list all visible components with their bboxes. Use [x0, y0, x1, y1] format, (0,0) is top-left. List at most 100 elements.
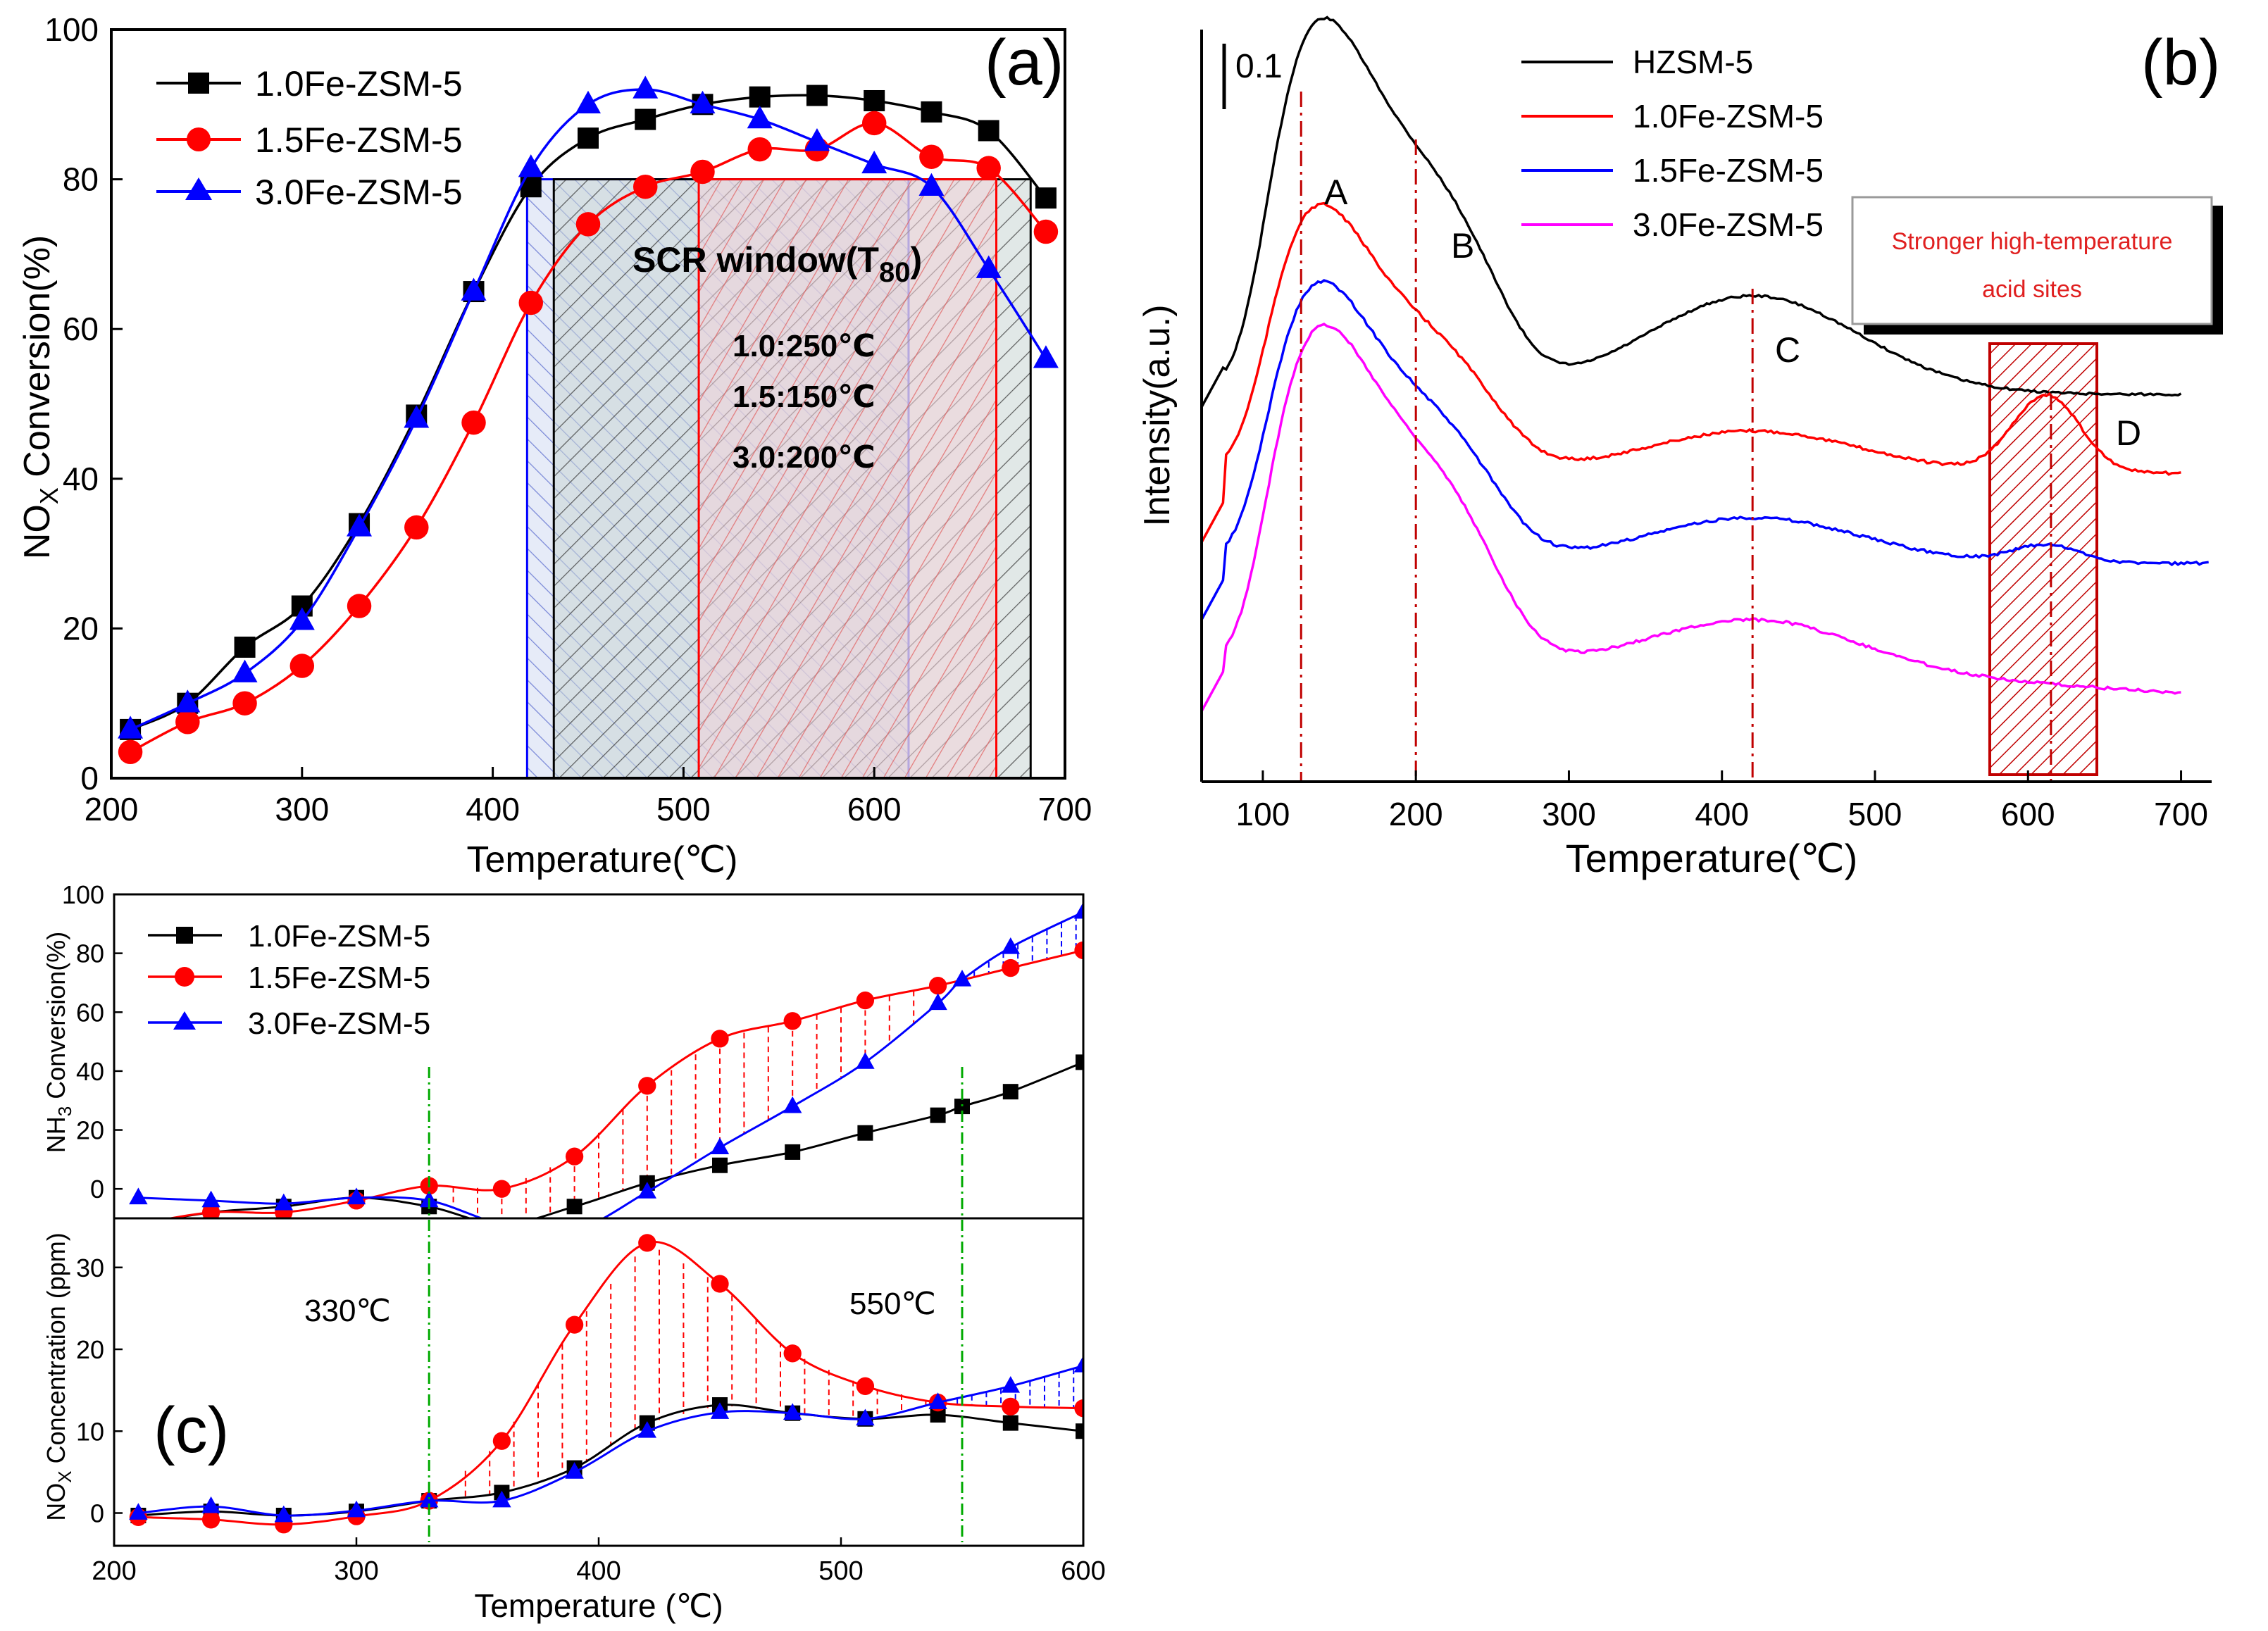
a-point-0-14	[921, 101, 942, 123]
b-xtick-label-4: 500	[1848, 796, 1902, 832]
a-point-0-2	[234, 636, 256, 658]
a-point-1-7	[518, 290, 544, 315]
a-point-0-16	[1035, 187, 1057, 209]
c-top-line-0	[166, 1061, 1083, 1218]
c-bottom-point-2-3	[347, 1500, 366, 1518]
c-bottom-point-2-12	[1001, 1376, 1020, 1393]
b-xtick-label-2: 300	[1542, 796, 1596, 832]
y-label-sub-x: X	[35, 487, 63, 504]
legend-b-label-1: HZSM-5	[1633, 44, 1753, 80]
a-point-0-9	[635, 108, 656, 130]
c-bottom-point-2-2	[274, 1505, 293, 1523]
a-point-1-5	[404, 515, 429, 540]
c-top-point-2-11	[928, 993, 947, 1011]
c-top-point-1-9	[783, 1012, 802, 1030]
a-point-2-7	[518, 154, 544, 177]
c-top-point-1-13	[1074, 941, 1083, 960]
vline-label-550: 550℃	[849, 1287, 936, 1321]
c-top-point-2-12	[952, 969, 972, 987]
legend-marker-circle	[187, 127, 211, 151]
c-top-point-2-13	[1001, 937, 1020, 954]
c-bottom-plot	[129, 1234, 1083, 1534]
acid-region-outline	[1988, 342, 2099, 776]
a-point-2-12	[804, 127, 830, 151]
panel-b-axes: 100 200 300 400 500 600 700	[1200, 30, 2212, 832]
c-bottom-point-0-13	[1076, 1423, 1083, 1439]
c-top-point-0-13	[1002, 1084, 1018, 1100]
panel-b-x-axis-label: Temperature(℃)	[1566, 836, 1858, 880]
c-bottom-point-1-12	[1002, 1397, 1020, 1416]
panel-b-series	[1200, 15, 2209, 712]
c-top-point-2-2	[274, 1193, 293, 1211]
panel-c-series	[129, 901, 1083, 1534]
c-top-point-1-11	[928, 976, 947, 995]
a-point-2-8	[575, 90, 601, 114]
callout-line-2: acid sites	[1982, 276, 2082, 303]
a-point-2-1	[175, 689, 201, 713]
a-point-0-12	[806, 85, 828, 106]
legend-c-label-3: 3.0Fe-ZSM-5	[248, 1006, 430, 1041]
a-point-1-0	[118, 739, 143, 765]
scr-window-hatch-1	[699, 179, 997, 779]
c-bottom-line-2	[138, 1364, 1083, 1517]
legend-label-2: 1.5Fe-ZSM-5	[255, 120, 463, 160]
c-bottom-point-1-8	[711, 1275, 729, 1293]
c-bottom-point-2-10	[856, 1408, 875, 1426]
a-point-1-3	[289, 654, 315, 678]
c-bottom-ytick-label-0: 0	[90, 1499, 104, 1528]
a-point-1-10	[690, 159, 715, 185]
b-xtick-label-3: 400	[1695, 796, 1749, 832]
peak-label-c: C	[1775, 330, 1800, 370]
panel-c-bottom-y-label: NOX Concentration (ppm)	[42, 1232, 75, 1521]
a-point-1-8	[575, 212, 601, 237]
scr-window-line-2: 1.5:150℃	[733, 380, 876, 414]
c-bottom-point-2-13	[1073, 1355, 1083, 1373]
c-top-line-1	[164, 949, 1083, 1218]
c-top-point-0-12	[954, 1099, 970, 1115]
c-top-ytick-label-5: 100	[62, 880, 104, 909]
y-label-no: NO	[17, 504, 58, 559]
c-bottom-point-2-5	[492, 1490, 511, 1508]
c-bottom-line-1	[138, 1241, 1083, 1526]
panel-a-x-axis-label: Temperature(℃)	[467, 839, 738, 880]
a-point-2-11	[747, 106, 773, 129]
a-point-2-0	[118, 715, 144, 739]
c-bottom-point-1-5	[492, 1432, 511, 1450]
b-curve-0	[1200, 15, 2182, 408]
a-ytick-label-0: 0	[80, 760, 99, 796]
c-top-point-2-8	[710, 1137, 730, 1154]
c-bottom-point-2-8	[710, 1402, 730, 1419]
b-xtick-label-6: 700	[2154, 796, 2208, 832]
peak-label-d: D	[2116, 413, 2141, 453]
a-point-1-9	[633, 174, 658, 199]
scale-bar-label: 0.1	[1235, 48, 1283, 85]
a-point-0-8	[578, 127, 599, 149]
a-point-0-11	[749, 86, 771, 108]
scr-window-regions	[525, 178, 1032, 780]
panel-c-top-y-label: NH3 Conversion(%)	[42, 932, 75, 1154]
legend-b-label-2: 1.0Fe-ZSM-5	[1633, 98, 1824, 135]
peak-label-a: A	[1324, 173, 1348, 212]
panel-c-x-axis-label: Temperature (℃)	[474, 1587, 723, 1624]
c-bottom-point-0-12	[1002, 1415, 1018, 1431]
panel-b-legend: HZSM-5 1.0Fe-ZSM-5 1.5Fe-ZSM-5 3.0Fe-ZSM…	[1521, 44, 1824, 243]
c-top-point-1-8	[711, 1030, 729, 1048]
y-label-tail: Conversion(%)	[17, 235, 58, 487]
panel-c-legend: 1.0Fe-ZSM-5 1.5Fe-ZSM-5 3.0Fe-ZSM-5	[148, 919, 430, 1041]
legend-marker-square	[188, 73, 209, 94]
legend-marker-triangle	[185, 177, 212, 200]
a-point-2-6	[461, 277, 487, 301]
panel-b-y-axis-label: Intensity(a.u.)	[1137, 304, 1178, 526]
c-bottom-point-2-1	[201, 1496, 220, 1513]
panel-a-ticks: 200 300 400 500 600 700 0 20 40 60 80 100	[44, 11, 1092, 827]
c-top-point-2-10	[856, 1052, 875, 1069]
c-top-point-0-14	[1076, 1054, 1083, 1070]
legend-c-marker-triangle	[173, 1011, 196, 1030]
a-point-1-15	[976, 156, 1001, 180]
c-top-point-2-0	[129, 1187, 148, 1205]
c-xtick-label-3: 500	[818, 1556, 863, 1586]
c-top-point-2-1	[201, 1190, 220, 1208]
a-point-2-2	[232, 659, 258, 682]
scr-window-title: SCR window(T80)	[633, 240, 922, 288]
